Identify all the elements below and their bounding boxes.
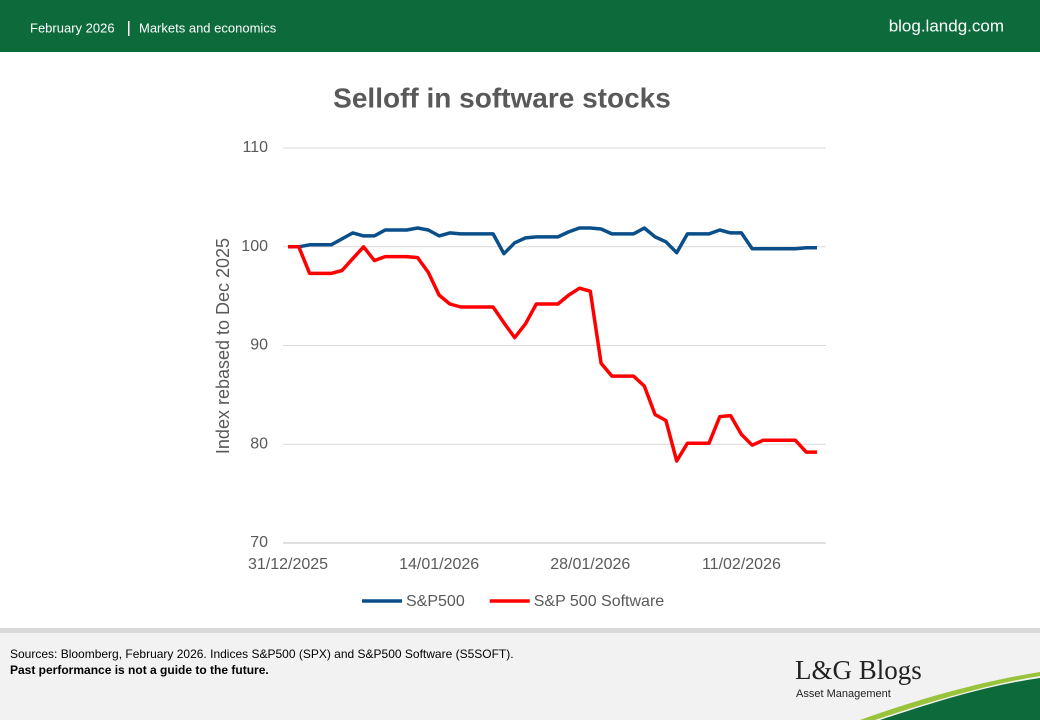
- legend-label: S&P500: [406, 593, 465, 610]
- logo-swoosh: [880, 678, 1040, 720]
- x-tick-label: 28/01/2026: [550, 556, 630, 573]
- x-tick-label: 14/01/2026: [399, 556, 479, 573]
- footer: [0, 633, 1040, 720]
- header-site[interactable]: blog.landg.com: [889, 16, 1004, 35]
- legend-label: S&P 500 Software: [534, 593, 665, 610]
- x-tick-label: 31/12/2025: [248, 556, 328, 573]
- header-separator: [128, 21, 130, 36]
- chart-title: Selloff in software stocks: [333, 82, 671, 113]
- series-line: [288, 245, 817, 463]
- logo-name: L&G Blogs: [795, 655, 922, 685]
- logo-swoosh-accent: [860, 672, 1040, 720]
- y-tick-label: 80: [250, 435, 268, 452]
- y-tick-label: 100: [241, 238, 268, 255]
- x-tick-label: 11/02/2026: [702, 556, 781, 573]
- y-tick-label: 110: [242, 139, 268, 156]
- header-section: Markets and economics: [139, 20, 277, 35]
- footer-sources: Sources: Bloomberg, February 2026. Indic…: [10, 647, 514, 661]
- y-axis-label: Index rebased to Dec 2025: [213, 238, 233, 454]
- y-tick-label: 70: [250, 534, 268, 551]
- footer-disclaimer: Past performance is not a guide to the f…: [10, 663, 269, 677]
- plot: 70 80 90 100 110 31/12/2025 14/01/2026 28/01/20…: [241, 139, 826, 610]
- header-bar: [0, 0, 1040, 52]
- logo-subtitle: Asset Management: [796, 688, 891, 700]
- y-tick-label: 90: [250, 337, 268, 354]
- header-date: February 2026: [30, 20, 115, 35]
- series-line: [288, 226, 817, 256]
- footer-rule: [0, 628, 1040, 633]
